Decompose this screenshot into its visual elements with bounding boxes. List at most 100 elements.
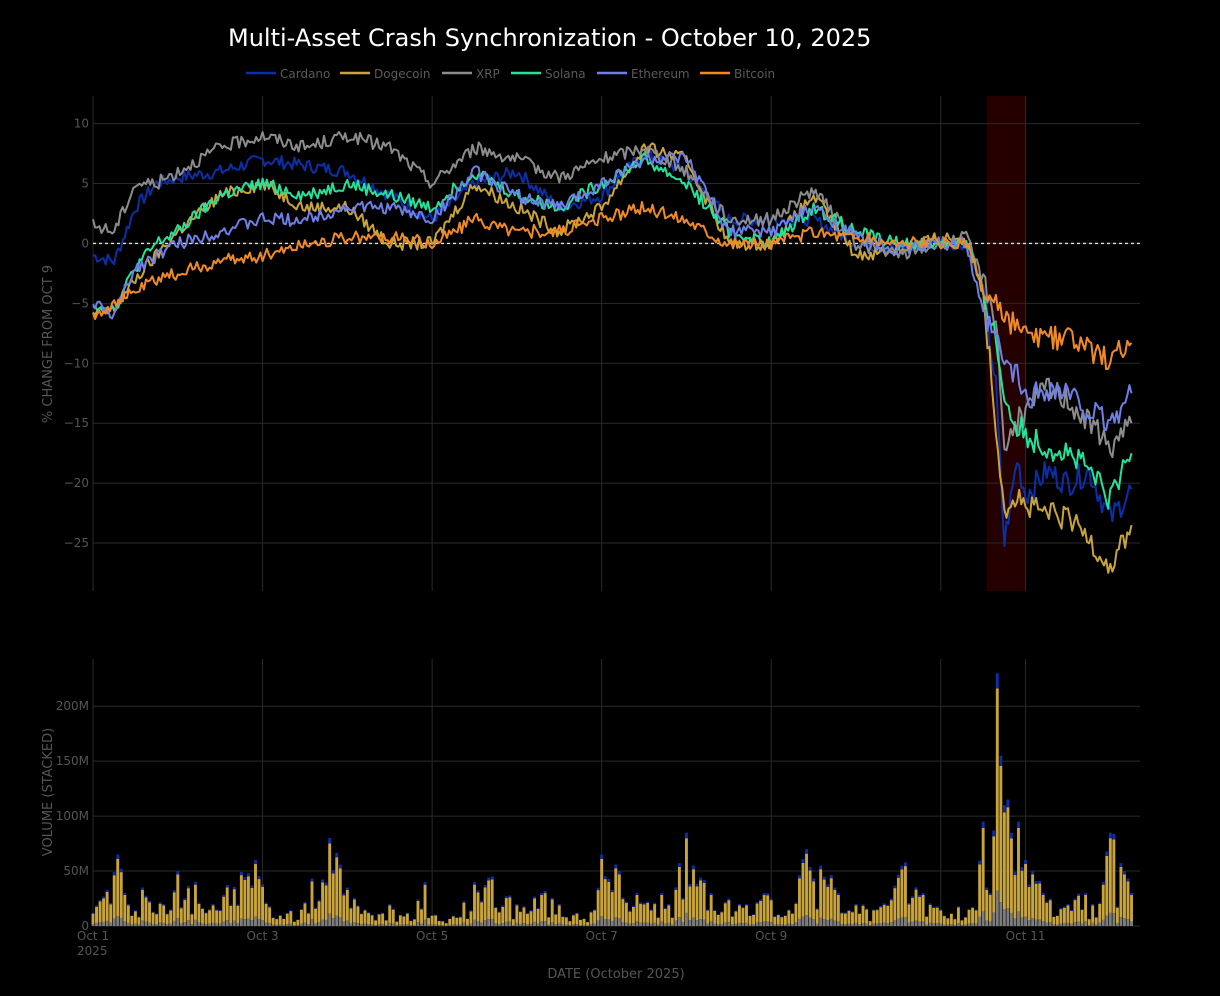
volume-bar-xrp [497, 923, 501, 926]
volume-bar-cardano [1013, 871, 1017, 876]
volume-bar-cardano [243, 877, 247, 881]
volume-bar-cardano [843, 912, 847, 914]
volume-bar-xrp [1055, 924, 1059, 926]
volume-bar-cardano [264, 902, 268, 904]
volume-bar-dogecoin [716, 914, 720, 925]
volume-bar-dogecoin [543, 893, 547, 922]
volume-bar-dogecoin [737, 905, 741, 923]
volume-bar-cardano [331, 870, 335, 874]
volume-bar-cardano [681, 897, 685, 900]
volume-bar-dogecoin [914, 889, 918, 921]
volume-bar-xrp [798, 918, 801, 926]
volume-bar-xrp [875, 923, 879, 926]
volume-bar-dogecoin [437, 920, 441, 926]
volume-bar-xrp [964, 924, 967, 926]
volume-bar-cardano [702, 880, 706, 883]
volume-bar-xrp [568, 925, 572, 926]
volume-bar-xrp [116, 916, 120, 926]
volume-bar-xrp [508, 921, 512, 926]
volume-bar-dogecoin [822, 879, 826, 920]
volume-bar-dogecoin [483, 887, 487, 921]
volume-bar-xrp [1077, 921, 1080, 926]
volume-bar-dogecoin [215, 910, 219, 924]
volume-bar-dogecoin [875, 910, 879, 924]
volume-bar-dogecoin [847, 910, 851, 924]
volume-bar-xrp [642, 922, 646, 926]
volume-bar-dogecoin [868, 921, 872, 926]
volume-bar-xrp [935, 923, 939, 926]
volume-bar-cardano [547, 916, 551, 918]
volume-bar-dogecoin [342, 895, 346, 922]
volume-bar-cardano [741, 906, 745, 909]
volume-bar-dogecoin [1038, 883, 1042, 920]
volume-bar-xrp [564, 924, 568, 926]
volume-bar-dogecoin [155, 914, 159, 925]
volume-bar-dogecoin [508, 897, 512, 922]
volume-bar-xrp [692, 917, 695, 926]
volume-bar-dogecoin [879, 907, 883, 924]
volume-bar-dogecoin [960, 920, 964, 926]
volume-bar-xrp [1091, 922, 1095, 926]
volume-bar-dogecoin [476, 892, 480, 922]
volume-bar-cardano [1126, 878, 1130, 882]
volume-bar-xrp [681, 922, 685, 926]
volume-bar-dogecoin [956, 907, 960, 924]
volume-bar-dogecoin [1045, 902, 1049, 923]
volume-bar-dogecoin [865, 909, 869, 924]
volume-bar-xrp [186, 920, 190, 926]
volume-bar-cardano [148, 900, 151, 903]
volume-bar-xrp [649, 923, 653, 926]
volume-bar-xrp [734, 923, 738, 926]
volume-bar-xrp [91, 924, 95, 926]
legend-label-ethereum: Ethereum [631, 67, 690, 81]
volume-bar-cardano [158, 902, 162, 904]
volume-bar-dogecoin [289, 911, 293, 924]
volume-bar-cardano [985, 887, 989, 890]
volume-bar-xrp [303, 922, 307, 926]
volume-bar-xrp [702, 919, 706, 926]
volume-bar-cardano [928, 903, 932, 905]
volume-bar-cardano [872, 909, 876, 911]
volume-bar-dogecoin [695, 886, 699, 921]
volume-bar-xrp [967, 923, 971, 926]
volume-bar-dogecoin [632, 907, 635, 924]
volume-bar-xrp [299, 923, 303, 926]
volume-bar-cardano [349, 907, 353, 909]
volume-bar-dogecoin [1130, 895, 1133, 922]
volume-bar-dogecoin [533, 898, 536, 922]
x-axis-label: DATE (October 2025) [547, 967, 684, 982]
volume-bar-cardano [1115, 906, 1119, 908]
volume-bar-xrp [370, 924, 374, 926]
volume-bar-xrp [236, 922, 240, 926]
volume-bar-xrp [624, 922, 628, 926]
volume-bar-xrp [384, 925, 388, 926]
volume-bar-cardano [745, 904, 748, 906]
volume-bar-xrp [589, 923, 593, 926]
series-line-cardano [92, 149, 1133, 548]
x-tick-label-year: 2025 [77, 944, 108, 958]
volume-bar-dogecoin [1112, 839, 1116, 914]
volume-bar-xrp [607, 919, 611, 926]
volume-bar-dogecoin [201, 908, 204, 924]
volume-bar-dogecoin [981, 827, 985, 912]
volume-bar-dogecoin [1119, 866, 1123, 918]
volume-bar-dogecoin [953, 919, 957, 925]
volume-bar-xrp [176, 918, 180, 926]
volume-bar-xrp [932, 923, 936, 926]
volume-bar-xrp [169, 923, 173, 926]
volume-bar-cardano [518, 911, 522, 913]
volume-bar-dogecoin [239, 875, 243, 919]
volume-bar-cardano [314, 907, 317, 909]
volume-bar-xrp [211, 922, 215, 926]
volume-bar-cardano [748, 915, 752, 917]
volume-bar-xrp [501, 923, 505, 926]
volume-bar-xrp [918, 921, 922, 926]
volume-bar-xrp [992, 912, 996, 926]
volume-bar-dogecoin [681, 899, 685, 923]
volume-bar-xrp [540, 921, 544, 926]
volume-bar-cardano [1024, 860, 1027, 865]
volume-bar-dogecoin [628, 911, 632, 924]
volume-bar-xrp [190, 924, 194, 926]
volume-bar-xrp [677, 917, 681, 926]
volume-bar-xrp [819, 917, 823, 926]
